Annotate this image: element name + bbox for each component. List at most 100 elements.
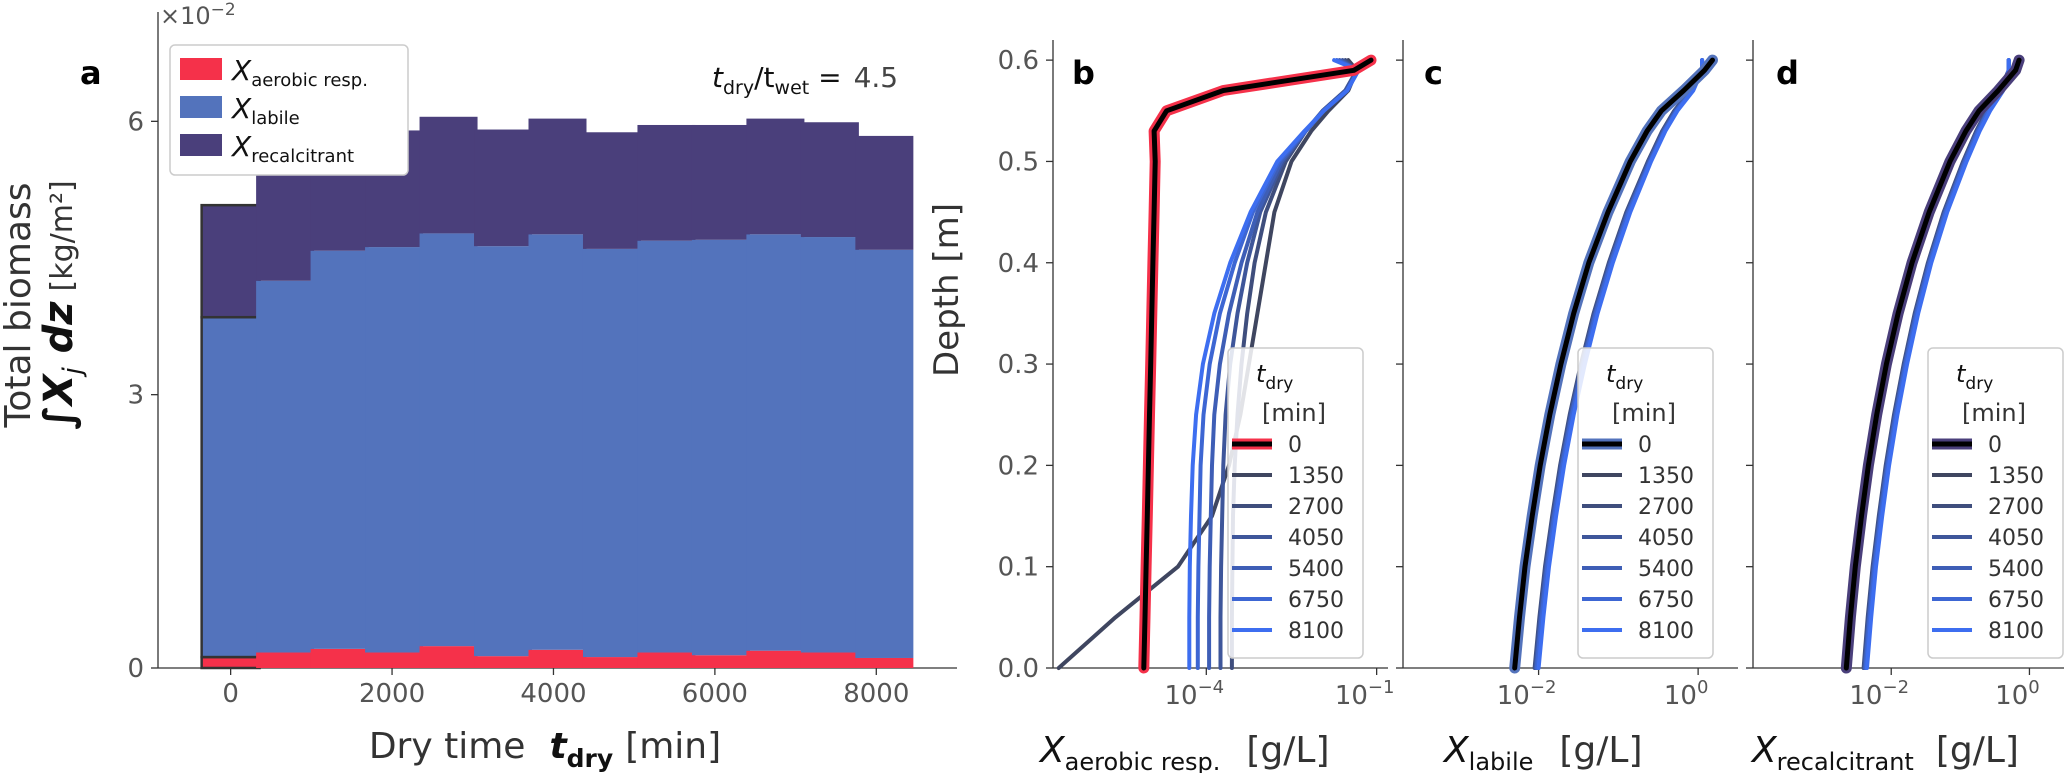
bar-segment bbox=[855, 135, 914, 250]
legend-label: 2700 bbox=[1988, 495, 2044, 520]
legend-label: 1350 bbox=[1638, 464, 1694, 489]
bar-segment bbox=[256, 280, 315, 653]
y-tick-label: 0.1 bbox=[998, 553, 1039, 583]
legend-label: 4050 bbox=[1988, 526, 2044, 551]
panel-b-legend: tdry [min] 0 1350 2700 4050 5400 6750 8100 bbox=[1227, 347, 1364, 659]
bar-segment bbox=[528, 118, 587, 235]
bar-segment bbox=[746, 234, 805, 651]
legend-label: 4050 bbox=[1288, 526, 1344, 551]
panel-label-a: a bbox=[80, 54, 102, 92]
ratio-annotation: tdry/twet = 4.5 bbox=[712, 61, 898, 99]
y-tick-label: 6 bbox=[127, 107, 144, 137]
legend-swatch-labile bbox=[180, 96, 222, 118]
bar-segment bbox=[474, 246, 533, 657]
y-tick-label: 0.4 bbox=[998, 249, 1039, 279]
y-tick-label: 0.5 bbox=[998, 147, 1039, 177]
bar-segment bbox=[855, 249, 914, 658]
legend-title: tdry bbox=[1956, 360, 1993, 394]
legend-label: 2700 bbox=[1638, 495, 1694, 520]
bar-segment bbox=[691, 239, 750, 656]
bar-segment bbox=[582, 248, 641, 658]
legend-frame bbox=[169, 44, 409, 176]
bar-segment bbox=[582, 132, 641, 249]
panel-c-legend: tdry [min] 0 1350 2700 4050 5400 6750 8100 bbox=[1577, 347, 1714, 659]
bar-segment bbox=[365, 652, 424, 668]
legend-unit: [min] bbox=[1262, 399, 1326, 427]
legend-label: 4050 bbox=[1638, 526, 1694, 551]
bar-segment bbox=[582, 657, 641, 668]
legend-label: 2700 bbox=[1288, 495, 1344, 520]
bar-segment bbox=[310, 648, 369, 668]
legend-label: 5400 bbox=[1638, 557, 1694, 582]
bar-segment bbox=[800, 652, 859, 668]
panel-d-lines bbox=[1840, 54, 2025, 674]
profile-line bbox=[1865, 58, 2011, 670]
y-tick-label: 0.3 bbox=[998, 350, 1039, 380]
bar-segment bbox=[746, 118, 805, 235]
bar-segment bbox=[800, 237, 859, 653]
bar-segment bbox=[419, 233, 478, 647]
bar-segment bbox=[200, 655, 261, 670]
profile-line bbox=[1141, 57, 1374, 671]
bar-segment bbox=[310, 250, 369, 649]
panel-a-xlabel: Dry time tdry [min] bbox=[369, 726, 721, 773]
legend-label-labile: Xlabile bbox=[230, 92, 300, 129]
bar-segment bbox=[200, 203, 261, 319]
panel-a-bars bbox=[200, 116, 914, 670]
bar-segment bbox=[256, 173, 315, 281]
legend-unit: [min] bbox=[1962, 399, 2026, 427]
bar-segment bbox=[528, 649, 587, 668]
panel-c-lines bbox=[1509, 54, 1718, 674]
legend-label: 0 bbox=[1638, 433, 1652, 458]
legend-swatch-recalcitrant bbox=[180, 134, 222, 156]
bar-segment bbox=[637, 652, 696, 668]
legend-label: 6750 bbox=[1988, 588, 2044, 613]
panel-c-axes: 10−2 100 bbox=[1396, 40, 1738, 711]
legend-label: 0 bbox=[1988, 433, 2002, 458]
ylabel-line1: Total biomass bbox=[0, 182, 39, 428]
bar-segment bbox=[419, 646, 478, 668]
legend-label: 6750 bbox=[1288, 588, 1344, 613]
legend-label: 0 bbox=[1288, 433, 1302, 458]
bar-segment bbox=[200, 315, 261, 659]
panel-b-axes: 0.0 0.1 0.2 0.3 0.4 0.5 0.6 10−4 10−1 bbox=[998, 40, 1395, 711]
bar-segment bbox=[474, 129, 533, 247]
x-tick-label: 10−2 bbox=[1497, 677, 1557, 711]
legend-unit: [min] bbox=[1612, 399, 1676, 427]
y-tick-label: 0 bbox=[127, 654, 144, 684]
legend-label: 8100 bbox=[1638, 619, 1694, 644]
profile-line bbox=[1187, 58, 1361, 670]
x-tick-label: 10−1 bbox=[1335, 677, 1395, 711]
legend-label: 6750 bbox=[1638, 588, 1694, 613]
bar-segment bbox=[691, 655, 750, 668]
legend-label-recalcitrant: Xrecalcitrant bbox=[230, 130, 354, 167]
bar-segment bbox=[419, 116, 478, 234]
panel-d-axes: 10−2 100 bbox=[1746, 40, 2064, 711]
x-tick-label: 8000 bbox=[843, 679, 909, 709]
x-tick-label: 100 bbox=[1995, 677, 2040, 711]
legend-swatch-aerobic bbox=[180, 58, 222, 80]
bar-segment bbox=[474, 656, 533, 668]
panel-d-xlabel: Xrecalcitrant [g/L] bbox=[1750, 730, 2019, 773]
x-tick-label: 10−2 bbox=[1849, 677, 1909, 711]
bar-segment bbox=[691, 124, 750, 240]
legend-label: 5400 bbox=[1988, 557, 2044, 582]
legend-label-aerobic: Xaerobic resp. bbox=[230, 54, 368, 91]
y-tick-label: 3 bbox=[127, 381, 144, 411]
legend-label: 8100 bbox=[1288, 619, 1344, 644]
bar-segment bbox=[365, 247, 424, 653]
panel-label-b: b bbox=[1072, 54, 1095, 92]
profile-line bbox=[1536, 58, 1705, 670]
legend-label: 8100 bbox=[1988, 619, 2044, 644]
profile-line bbox=[1843, 57, 2022, 671]
x-tick-label: 2000 bbox=[359, 679, 425, 709]
y-tick-label: 0.2 bbox=[998, 451, 1039, 481]
panel-a-ylabel: Total biomass ∫Xj dz[kg/m²] bbox=[0, 180, 88, 430]
legend-frame bbox=[1577, 347, 1714, 659]
panel-a-axes: 0 3 6 0 2000 4000 6000 8000 bbox=[127, 12, 957, 709]
legend-frame bbox=[1927, 347, 2064, 659]
x-tick-label: 0 bbox=[222, 679, 239, 709]
bar-segment bbox=[528, 234, 587, 650]
x-tick-label: 100 bbox=[1664, 677, 1709, 711]
